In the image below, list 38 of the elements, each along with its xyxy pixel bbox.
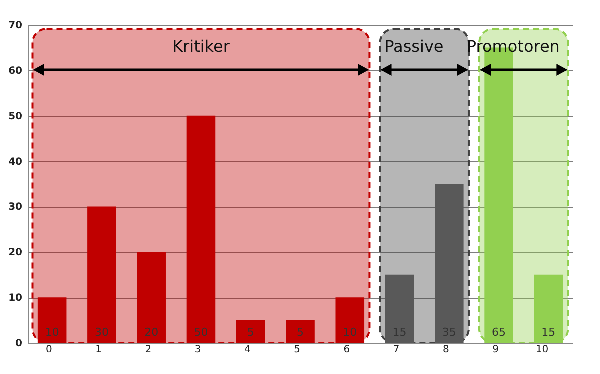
data-label: 15 [542,326,556,339]
y-tick-label: 60 [8,66,23,77]
data-label: 30 [94,326,109,339]
x-tick-label: 10 [536,344,549,356]
x-tick-label: 2 [145,344,152,356]
data-label: 5 [297,326,304,339]
bar [88,206,116,343]
y-tick-label: 70 [8,20,23,32]
y-tick-label: 20 [8,248,23,259]
x-tick-label: 7 [393,344,400,356]
x-tick-label: 5 [294,344,300,356]
x-tick-label: 6 [344,344,350,356]
y-tick-label: 30 [8,202,23,214]
bar [336,298,365,343]
x-tick-label: 4 [244,344,251,356]
x-tick-label: 0 [46,344,52,356]
y-tick-label: 10 [8,293,23,304]
band-label: Promotoren [466,37,560,56]
y-tick-label: 40 [8,156,23,168]
data-label: 10 [45,326,60,339]
x-tick-label: 8 [443,344,450,356]
bar [38,298,67,343]
bar [137,252,166,343]
bar [534,274,564,343]
x-tick-label: 1 [96,344,102,356]
data-label: 65 [492,326,506,339]
data-label: 10 [343,326,358,339]
bar [286,320,315,343]
bar [236,320,266,343]
x-tick-label: 9 [492,344,500,356]
band-label: Kritiker [172,37,230,56]
data-label: 5 [247,326,254,339]
band-label: Passive [384,37,444,56]
data-label: 50 [194,326,208,339]
data-label: 20 [144,326,159,339]
x-tick-label: 3 [194,344,202,356]
y-tick-label: 50 [8,111,23,122]
bar [186,116,216,343]
